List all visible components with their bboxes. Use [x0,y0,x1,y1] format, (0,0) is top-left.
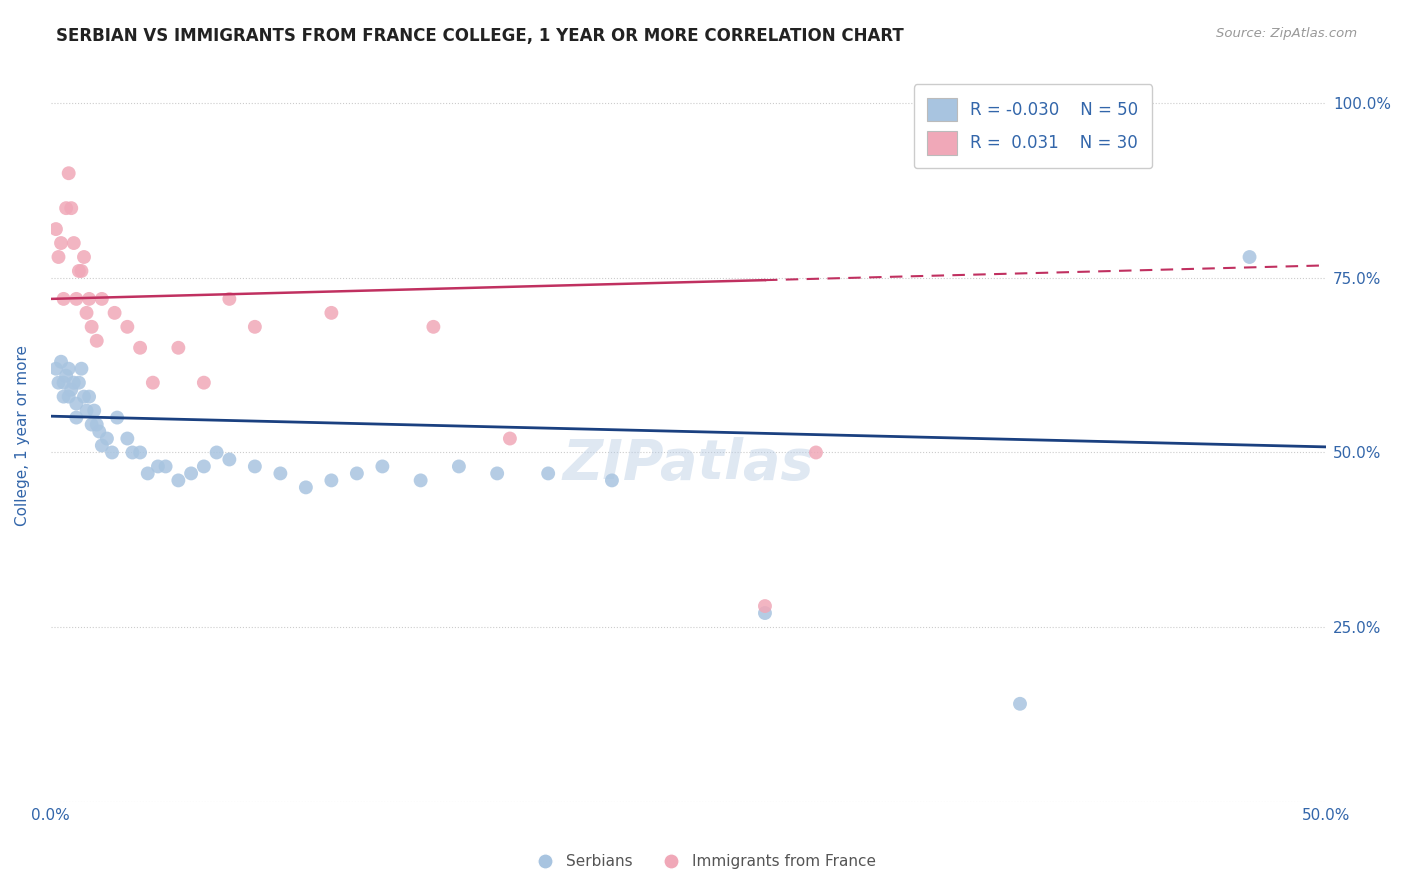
Point [121,445,143,459]
Point [1008,697,1031,711]
Point [86,334,108,348]
Point [193,459,215,474]
Point [295,480,318,494]
Point [77,390,100,404]
Point [754,606,776,620]
Point [65,396,87,410]
Point [105,410,128,425]
Point [49,235,72,250]
Point [193,376,215,390]
Point [218,292,240,306]
Text: Source: ZipAtlas.com: Source: ZipAtlas.com [1216,27,1357,40]
Point [180,467,202,481]
Text: SERBIAN VS IMMIGRANTS FROM FRANCE COLLEGE, 1 YEAR OR MORE CORRELATION CHART: SERBIAN VS IMMIGRANTS FROM FRANCE COLLEG… [56,27,904,45]
Point [167,474,190,488]
Point [65,292,87,306]
Point [70,264,93,278]
Point [117,432,139,446]
Point [49,355,72,369]
Point [409,474,432,488]
Point [67,264,90,278]
Legend: R = -0.030    N = 50, R =  0.031    N = 30: R = -0.030 N = 50, R = 0.031 N = 30 [914,84,1152,168]
Point [146,459,169,474]
Point [129,341,152,355]
Point [321,306,343,320]
Point [167,341,190,355]
Text: ZIPatlas: ZIPatlas [562,437,814,491]
Point [90,438,112,452]
Point [346,467,368,481]
Point [117,319,139,334]
Point [89,425,111,439]
Point [499,432,522,446]
Point [422,319,444,334]
Point [90,292,112,306]
Point [86,417,108,432]
Point [58,390,80,404]
Point [537,467,560,481]
Point [136,467,159,481]
Point [243,319,266,334]
Point [155,459,177,474]
Point [76,306,98,320]
Point [60,201,83,215]
Point [70,361,93,376]
Point [1239,250,1261,264]
Point [142,376,165,390]
Point [83,403,105,417]
Point [73,250,96,264]
Point [96,432,118,446]
Y-axis label: College, 1 year or more: College, 1 year or more [15,344,30,525]
Point [62,235,84,250]
Point [45,361,67,376]
Point [371,459,394,474]
Point [321,474,343,488]
Point [52,390,75,404]
Point [55,368,77,383]
Point [80,319,103,334]
Point [65,410,87,425]
Point [101,445,124,459]
Point [486,467,509,481]
Point [55,201,77,215]
Point [129,445,152,459]
Point [80,417,103,432]
Legend: Serbians, Immigrants from France: Serbians, Immigrants from France [523,848,883,875]
Point [62,376,84,390]
Point [77,292,100,306]
Point [58,166,80,180]
Point [804,445,827,459]
Point [104,306,127,320]
Point [218,452,240,467]
Point [243,459,266,474]
Point [754,599,776,613]
Point [52,292,75,306]
Point [58,361,80,376]
Point [76,403,98,417]
Point [205,445,228,459]
Point [600,474,623,488]
Point [60,383,83,397]
Point [73,390,96,404]
Point [52,376,75,390]
Point [45,222,67,236]
Point [269,467,291,481]
Point [48,376,70,390]
Point [48,250,70,264]
Point [447,459,470,474]
Point [67,376,90,390]
